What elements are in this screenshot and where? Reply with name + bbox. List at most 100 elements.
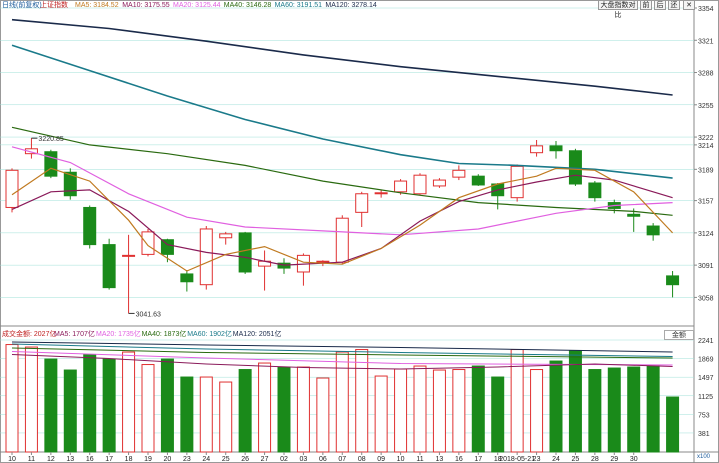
volume-bar[interactable] [44,358,58,453]
date-axis-label: 10 [397,456,405,463]
volume-bar[interactable] [160,358,174,453]
candle-body[interactable] [24,148,38,155]
volume-bar[interactable] [432,369,446,453]
volume-axis-label: 1125 [698,394,713,401]
volume-bar[interactable] [199,376,213,453]
candle-body[interactable] [413,174,427,195]
volume-bar[interactable] [627,366,641,453]
volume-bar[interactable] [374,375,388,453]
index-name-label: 上证指数 [40,0,68,9]
volume-bar[interactable] [510,349,524,453]
date-axis-label: 25 [222,456,230,463]
chart-mode-label: 日线(前复权) [2,0,42,9]
volume-bar[interactable] [63,369,77,453]
candle-body[interactable] [530,145,544,154]
candle-body[interactable] [63,171,77,197]
volume-bar[interactable] [83,354,97,453]
candle-body[interactable] [432,179,446,187]
candle-body[interactable] [666,275,680,286]
ma-legend-item: MA10: 3175.55 [122,2,170,9]
date-axis-label: 17 [474,456,482,463]
price-axis-label: 3321 [698,38,714,45]
ma-line-ma10 [11,174,673,266]
date-axis-label: 12 [47,456,55,463]
volume-bar[interactable] [316,377,330,453]
volume-bar[interactable] [102,358,116,453]
date-axis-label: 29 [610,456,618,463]
candle-body[interactable] [374,192,388,195]
date-axis-label: 25 [572,456,580,463]
candle-body[interactable] [44,151,58,177]
volume-bar[interactable] [452,369,466,453]
volume-bar[interactable] [24,346,38,453]
candle-body[interactable] [646,225,660,236]
candle-body[interactable] [160,239,174,255]
candle-body[interactable] [549,145,563,152]
candle-body[interactable] [180,273,194,283]
candle-body[interactable] [627,213,641,217]
date-axis-label: 07 [338,456,346,463]
date-axis-label: 20 [164,456,172,463]
candle-body[interactable] [452,169,466,178]
volume-bar[interactable] [5,344,19,453]
volume-bar[interactable] [219,381,233,453]
date-axis-label: 16 [455,456,463,463]
candle-body[interactable] [394,180,408,193]
volume-bar[interactable] [296,366,310,453]
volume-axis-label: 2241 [698,338,714,345]
volume-bar[interactable] [238,369,252,453]
candle-body[interactable] [316,260,330,263]
low-annotation: 3041.63 [136,311,161,318]
date-axis-label: 09 [377,456,385,463]
volume-ma-line-ma20 [11,351,673,366]
volume-type-dropdown[interactable]: 金额 [664,330,694,340]
volume-bar[interactable] [568,350,582,453]
candle-body[interactable] [355,193,369,213]
candle-body[interactable] [122,254,136,257]
candle-body[interactable] [238,232,252,273]
volume-ma-legend-item: MA120: 2051亿 [233,329,282,338]
volume-bar[interactable] [646,365,660,453]
date-axis-label: 08 [358,456,366,463]
volume-bar[interactable] [413,365,427,453]
candle-body[interactable] [102,244,116,289]
volume-bar[interactable] [335,351,349,453]
price-axis-label: 3255 [698,103,714,110]
volume-ma-line-ma60 [11,343,673,357]
candle-body[interactable] [335,217,349,263]
candle-body[interactable] [5,169,19,208]
candle-body[interactable] [588,182,602,199]
volume-ma-line-ma40 [11,347,673,359]
prev-button[interactable]: 前 [640,0,652,10]
volume-bar[interactable] [666,396,680,453]
volume-bar[interactable] [530,369,544,453]
date-axis-label: 30 [630,456,638,463]
volume-ma-legend-item: MA5: 1707亿 [54,329,95,338]
candle-body[interactable] [199,228,213,286]
volume-bar[interactable] [588,369,602,453]
volume-bar[interactable] [277,366,291,453]
candle-body[interactable] [219,233,233,239]
ma-line-ma40 [11,126,673,216]
price-axis-label: 3058 [698,295,714,302]
next-button[interactable]: 后 [654,0,666,10]
candle-body[interactable] [83,206,97,246]
volume-bar[interactable] [180,376,194,453]
candle-body[interactable] [471,175,485,186]
volume-bar[interactable] [471,365,485,453]
restore-button[interactable]: 还 [668,0,680,10]
candle-body[interactable] [141,231,155,255]
close-icon[interactable]: ✕ [683,0,695,10]
volume-bar[interactable] [549,360,563,453]
date-axis-label: 02 [280,456,288,463]
volume-bar[interactable] [394,368,408,453]
volume-bar[interactable] [491,376,505,453]
volume-bar[interactable] [607,367,621,453]
volume-bar[interactable] [258,362,272,453]
candle-body[interactable] [510,165,524,199]
volume-bar[interactable] [355,349,369,453]
index-compare-button[interactable]: 大盘指数对比 [598,0,638,19]
volume-bar[interactable] [141,364,155,453]
volume-bar[interactable] [122,351,136,453]
